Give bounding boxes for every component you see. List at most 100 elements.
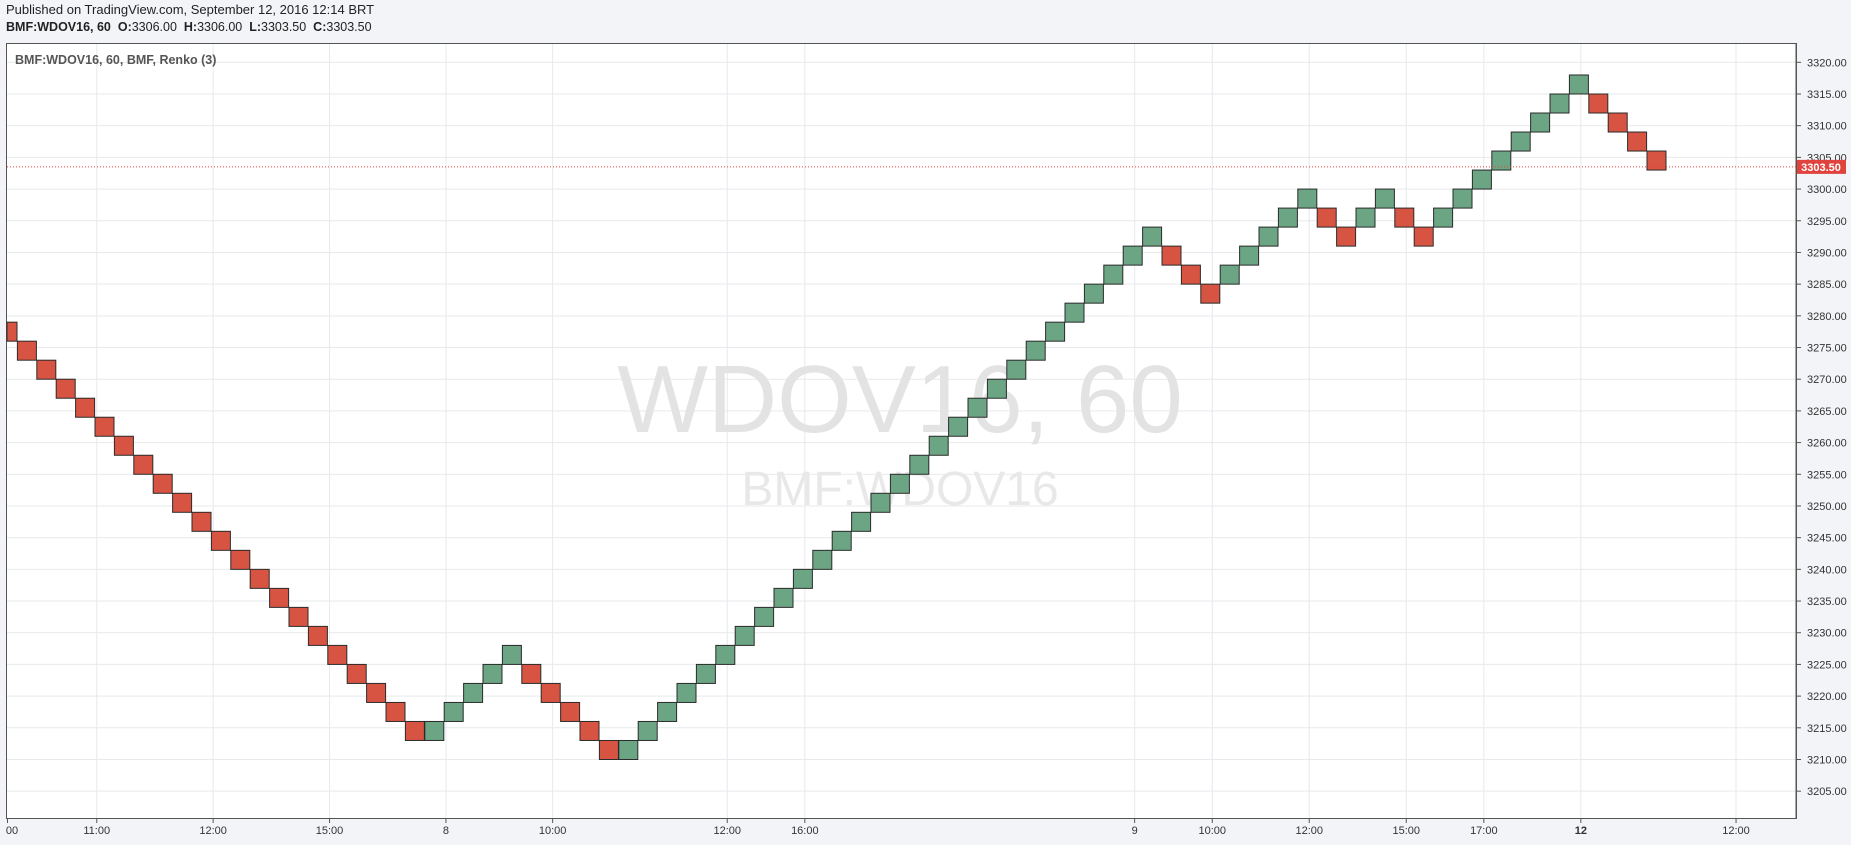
ohlc-header: BMF:WDOV16, 60 O:3306.00 H:3306.00 L:330…: [6, 20, 372, 34]
symbol-interval: BMF:WDOV16, 60: [6, 20, 111, 34]
renko-brick-down: [540, 682, 561, 703]
renko-brick-down: [113, 435, 134, 456]
renko-brick-up: [1142, 226, 1163, 247]
renko-brick-down: [404, 720, 425, 741]
renko-brick-up: [1510, 131, 1531, 152]
renko-brick-up: [831, 530, 852, 551]
renko-brick-up: [1549, 93, 1570, 114]
renko-brick-up: [463, 682, 484, 703]
renko-brick-up: [948, 416, 969, 437]
renko-brick-up: [909, 454, 930, 475]
renko-brick-up: [657, 701, 678, 722]
time-tick-label: 11:00: [83, 825, 110, 837]
time-tick-label: 10:00: [1198, 825, 1226, 837]
time-tick-label: 10:00: [539, 825, 567, 837]
renko-brick-down: [230, 549, 251, 570]
price-tick-label: 3250.00: [1807, 501, 1847, 513]
renko-brick-up: [773, 587, 794, 608]
close-label: C:: [313, 20, 327, 34]
time-tick-label: 12:00: [713, 825, 741, 837]
renko-brick-up: [1045, 321, 1066, 342]
renko-brick-up: [1083, 283, 1104, 304]
renko-brick-up: [676, 682, 697, 703]
renko-brick-down: [385, 701, 406, 722]
open-label: O:: [117, 20, 132, 34]
renko-brick-up: [734, 625, 755, 646]
time-axis[interactable]: 00 11:00 12:00 15:00 8 10:00 12:00 16:00 9 10:00 1…: [6, 818, 1750, 837]
published-caption: Published on TradingView.com, September …: [6, 2, 375, 17]
renko-brick-up: [1277, 207, 1298, 228]
price-tick-label: 3240.00: [1807, 564, 1847, 576]
renko-brick-up: [1433, 207, 1454, 228]
watermark-layer: WDOV16, 60 BMF:WDOV16: [617, 346, 1183, 516]
renko-brick-up: [1530, 112, 1551, 133]
price-tick-label: 3220.00: [1807, 691, 1847, 703]
time-tick-label: 15:00: [316, 825, 344, 837]
grid-layer: [7, 44, 1796, 818]
renko-brick-up: [1025, 340, 1046, 361]
price-tick-label: 3265.00: [1807, 406, 1847, 418]
last-price-label: 3303.50: [1801, 162, 1841, 174]
renko-brick-down: [1607, 112, 1628, 133]
renko-brick-down: [1180, 264, 1201, 285]
renko-brick-down: [1627, 131, 1648, 152]
renko-brick-down: [16, 340, 37, 361]
last-price-badge: [1797, 159, 1846, 174]
time-tick-label: 12:00: [1722, 825, 1750, 837]
price-tick-label: 3255.00: [1807, 469, 1847, 481]
renko-brick-up: [1297, 188, 1318, 209]
renko-brick-down: [346, 663, 367, 684]
renko-brick-up: [812, 549, 833, 570]
price-tick-label: 3320.00: [1807, 57, 1847, 69]
price-tick-label: 3270.00: [1807, 374, 1847, 386]
renko-brick-down: [1200, 283, 1221, 304]
time-tick-label: 16:00: [791, 825, 819, 837]
renko-brick-down: [288, 606, 309, 627]
renko-brick-down: [6, 321, 18, 342]
renko-brick-up: [482, 663, 503, 684]
time-tick-label: 00: [6, 825, 18, 837]
renko-brick-up: [424, 720, 445, 741]
high-value: 3306.00: [197, 20, 243, 34]
price-axis[interactable]: 3205.00 3210.00 3215.00 3220.00 3225.00 3230.…: [1795, 44, 1847, 818]
time-tick-label: 15:00: [1392, 825, 1420, 837]
open-value: 3306.00: [131, 20, 177, 34]
renko-brick-up: [618, 739, 639, 760]
price-tick-label: 3295.00: [1807, 216, 1847, 228]
renko-brick-down: [1316, 207, 1337, 228]
renko-brick-up: [1374, 188, 1395, 209]
price-tick-label: 3300.00: [1807, 184, 1847, 196]
chart-panel[interactable]: [6, 43, 1797, 819]
time-tick-label: 8: [443, 825, 449, 837]
renko-brick-down: [1588, 93, 1609, 114]
renko-brick-down: [249, 568, 270, 589]
time-tick-label: 9: [1132, 825, 1138, 837]
close-value: 3303.50: [326, 20, 372, 34]
renko-brick-up: [967, 397, 988, 418]
price-tick-label: 3285.00: [1807, 279, 1847, 291]
renko-brick-up: [695, 663, 716, 684]
renko-brick-down: [1413, 226, 1434, 247]
renko-brick-down: [191, 511, 212, 532]
renko-brick-up: [501, 644, 522, 665]
renko-brick-up: [851, 511, 872, 532]
renko-brick-up: [1452, 188, 1473, 209]
renko-brick-down: [1646, 150, 1667, 171]
low-value: 3303.50: [261, 20, 307, 34]
renko-brick-down: [598, 739, 619, 760]
renko-brick-up: [792, 568, 813, 589]
renko-brick-up: [1122, 245, 1143, 266]
renko-brick-down: [210, 530, 231, 551]
time-tick-label: 12:00: [199, 825, 227, 837]
price-tick-label: 3205.00: [1807, 786, 1847, 798]
price-tick-label: 3230.00: [1807, 628, 1847, 640]
price-tick-label: 3225.00: [1807, 659, 1847, 671]
price-tick-label: 3260.00: [1807, 438, 1847, 450]
renko-brick-up: [1219, 264, 1240, 285]
renko-brick-down: [133, 454, 154, 475]
renko-brick-up: [1006, 359, 1027, 380]
renko-brick-up: [889, 473, 910, 494]
series-legend[interactable]: BMF:WDOV16, 60, BMF, Renko (3): [15, 53, 217, 67]
time-tick-label: 12:00: [1295, 825, 1323, 837]
